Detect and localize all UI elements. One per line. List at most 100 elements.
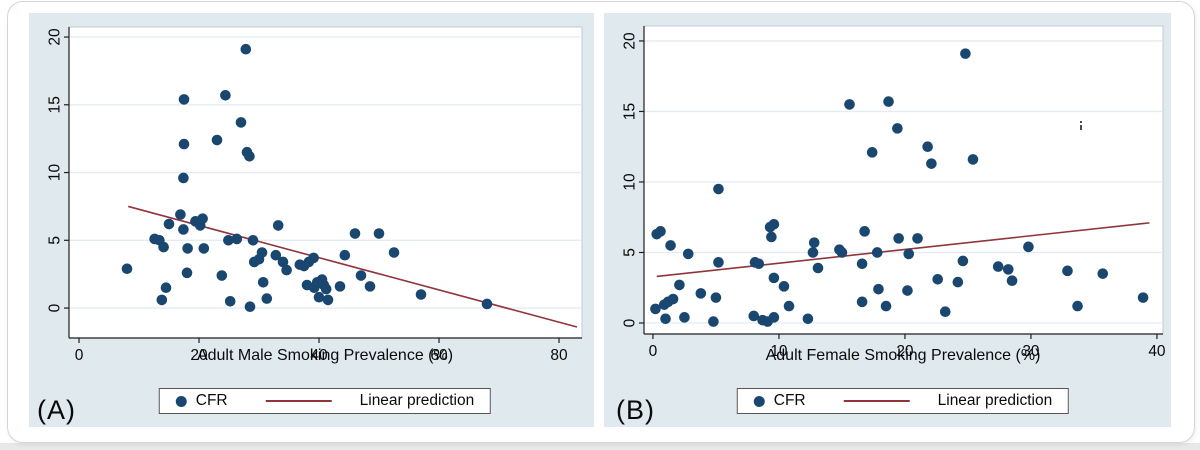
data-point: [903, 248, 915, 260]
data-point: [244, 301, 256, 312]
stray-mark-dot: [1080, 121, 1082, 123]
data-point: [902, 285, 913, 296]
data-point: [364, 281, 376, 292]
prediction-line-marker: [265, 400, 332, 402]
legend-label-cfr: CFR: [195, 392, 228, 409]
data-point: [682, 248, 694, 260]
y-tick-label: 5: [47, 236, 64, 245]
data-point: [753, 258, 765, 270]
data-point: [893, 233, 904, 244]
data-point: [198, 243, 210, 254]
data-point: [481, 298, 493, 310]
linear-prediction-line: [656, 222, 1150, 278]
legend-label-cfr: CFR: [773, 392, 806, 409]
data-point: [415, 289, 427, 300]
data-point: [339, 249, 351, 261]
data-point: [349, 228, 361, 239]
y-tick-label: 15: [47, 96, 64, 113]
data-point: [334, 281, 346, 292]
data-point: [223, 234, 234, 246]
data-point: [163, 218, 175, 230]
data-point: [768, 272, 780, 284]
data-point: [1006, 275, 1018, 286]
data-point: [856, 258, 868, 270]
data-point: [926, 158, 937, 169]
data-point: [224, 295, 236, 307]
data-point: [768, 312, 780, 323]
panel-b: 0 10 20 30 40 0 5 10 15 20 Adult Female Smoking P…: [604, 13, 1171, 427]
x-axis-label: Adult Male Smoking Prevalence (%): [196, 347, 454, 364]
panel-tag-a: (A): [37, 395, 76, 425]
legend-label-linear-prediction: Linear prediction: [937, 392, 1053, 409]
data-point: [866, 147, 878, 158]
plot-area: [643, 25, 1164, 335]
panel-tag-b: (B): [616, 395, 655, 425]
data-point: [932, 273, 944, 285]
y-tick-label: 20: [622, 32, 639, 50]
data-point: [812, 262, 824, 274]
data-point: [766, 231, 777, 243]
data-point: [373, 228, 385, 239]
x-tick-label: 10: [770, 343, 788, 360]
stray-mark-bar: [1080, 125, 1082, 130]
data-point: [1002, 264, 1014, 275]
cfr-dot-marker: [753, 395, 765, 407]
data-point: [244, 150, 255, 162]
data-point: [182, 243, 193, 254]
data-point: [808, 237, 820, 248]
x-tick-label: 0: [649, 343, 658, 360]
data-point: [281, 264, 292, 276]
data-point: [211, 134, 223, 146]
data-point: [859, 226, 870, 237]
data-point: [708, 316, 719, 327]
data-point: [660, 313, 671, 325]
data-point: [1072, 300, 1083, 312]
legend: CFR Linear prediction: [158, 388, 492, 414]
stray-mark-artifact: [1080, 121, 1083, 130]
cfr-dot-marker: [175, 395, 187, 407]
data-point: [160, 282, 172, 294]
page-background-strip: [0, 443, 1200, 450]
data-point: [939, 306, 951, 318]
data-point: [121, 263, 133, 275]
data-point: [178, 224, 189, 235]
data-point: [778, 281, 790, 292]
data-point: [952, 276, 964, 288]
data-point: [231, 233, 243, 245]
legend-label-linear-prediction: Linear prediction: [359, 392, 475, 409]
data-point: [674, 279, 685, 291]
data-point: [1062, 265, 1073, 277]
legend: CFR Linear prediction: [736, 388, 1070, 414]
data-point: [922, 141, 933, 153]
data-point: [713, 257, 724, 268]
data-point: [748, 310, 760, 322]
data-point: [261, 293, 273, 304]
y-tick-label: 20: [47, 28, 64, 46]
data-point: [178, 94, 190, 105]
data-point: [957, 255, 969, 267]
prediction-line-marker: [843, 400, 910, 402]
data-point: [313, 291, 325, 303]
data-point: [220, 89, 231, 101]
data-point: [960, 48, 971, 59]
x-tick-label: 80: [550, 347, 568, 364]
data-point: [883, 96, 894, 107]
data-point: [197, 213, 208, 224]
data-point: [355, 270, 367, 281]
x-tick-label: 40: [310, 347, 328, 364]
data-point: [308, 252, 319, 264]
data-point: [650, 303, 661, 315]
data-point: [655, 226, 666, 237]
y-tick-label: 15: [622, 103, 639, 120]
data-point: [992, 261, 1004, 272]
data-point: [272, 220, 284, 231]
data-point: [912, 233, 923, 244]
scatter-plot-male: 0 20 40 60 80 0 5 10 15 20: [47, 26, 583, 364]
data-point: [665, 240, 676, 251]
data-point: [240, 43, 252, 55]
y-tick-label: 0: [622, 318, 639, 327]
data-point: [844, 99, 855, 110]
x-tick-label: 30: [1022, 343, 1040, 360]
data-point: [856, 296, 868, 308]
